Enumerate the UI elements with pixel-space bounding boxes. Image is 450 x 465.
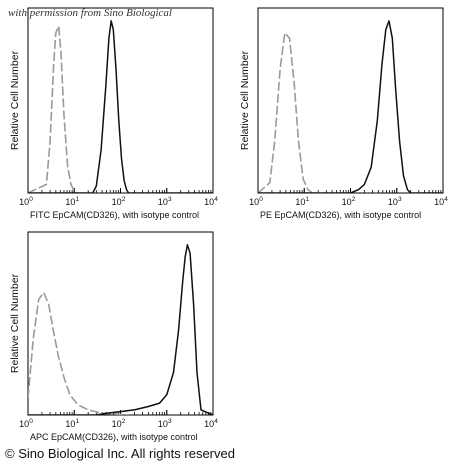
x-tick-base: 10 xyxy=(19,419,29,429)
x-axis-channel: APC xyxy=(30,432,51,442)
x-tick-base: 10 xyxy=(434,197,444,207)
x-tick-base: 10 xyxy=(65,197,75,207)
x-tick-label: 100 xyxy=(19,196,33,207)
x-tick-base: 10 xyxy=(65,419,75,429)
x-tick-exponent: 1 xyxy=(75,418,79,425)
x-tick-base: 10 xyxy=(249,197,259,207)
x-tick-label: 102 xyxy=(342,196,356,207)
x-tick-base: 10 xyxy=(158,419,168,429)
watermark-text: with permission from Sino Biological xyxy=(8,7,172,19)
x-tick-exponent: 4 xyxy=(214,196,218,203)
x-tick-exponent: 4 xyxy=(214,418,218,425)
x-tick-exponent: 2 xyxy=(122,196,126,203)
x-tick-label: 102 xyxy=(112,196,126,207)
x-tick-label: 100 xyxy=(19,418,33,429)
histogram-fitc: 100 101 102 103 104 Relative Cell Number FITC … xyxy=(0,0,225,225)
x-tick-exponent: 3 xyxy=(398,196,402,203)
x-tick-base: 10 xyxy=(342,197,352,207)
x-tick-exponent: 2 xyxy=(352,196,356,203)
x-tick-base: 10 xyxy=(19,197,29,207)
x-axis-label: FITC EpCAM(CD326), with isotype control xyxy=(30,210,199,220)
x-tick-exponent: 4 xyxy=(444,196,448,203)
x-tick-exponent: 2 xyxy=(122,418,126,425)
x-tick-label: 103 xyxy=(158,418,172,429)
histogram-apc: 100 101 102 103 104 Relative Cell Number APC E… xyxy=(0,0,225,445)
x-tick-label: 103 xyxy=(388,196,402,207)
x-tick-exponent: 0 xyxy=(29,418,33,425)
x-axis-channel: FITC xyxy=(30,210,53,220)
histogram-pe: 100 101 102 103 104 Relative Cell Number PE Ep… xyxy=(0,0,450,225)
x-axis-marker: EpCAM(CD326), with isotype control xyxy=(275,210,422,220)
x-axis-label: PE EpCAM(CD326), with isotype control xyxy=(260,210,421,220)
x-axis-marker: EpCAM(CD326), with isotype control xyxy=(51,432,198,442)
x-tick-label: 104 xyxy=(434,196,448,207)
y-axis-label: Relative Cell Number xyxy=(9,50,21,150)
x-tick-base: 10 xyxy=(112,197,122,207)
x-tick-label: 103 xyxy=(158,196,172,207)
x-tick-exponent: 3 xyxy=(168,418,172,425)
x-tick-base: 10 xyxy=(388,197,398,207)
sample-curve xyxy=(28,20,213,193)
x-tick-label: 102 xyxy=(112,418,126,429)
y-axis-label: Relative Cell Number xyxy=(9,273,21,373)
x-tick-exponent: 0 xyxy=(29,196,33,203)
x-tick-exponent: 0 xyxy=(259,196,263,203)
x-tick-label: 101 xyxy=(65,418,79,429)
sample-curve xyxy=(28,244,213,415)
x-tick-label: 100 xyxy=(249,196,263,207)
isotype-control-curve xyxy=(28,291,129,415)
x-tick-exponent: 1 xyxy=(75,196,79,203)
x-tick-exponent: 3 xyxy=(168,196,172,203)
x-tick-base: 10 xyxy=(112,419,122,429)
copyright-text: © Sino Biological Inc. All rights reserv… xyxy=(5,446,235,461)
x-axis-marker: EpCAM(CD326), with isotype control xyxy=(53,210,200,220)
sample-curve xyxy=(258,20,443,193)
x-axis-channel: PE xyxy=(260,210,275,220)
isotype-control-curve xyxy=(28,25,78,193)
x-tick-base: 10 xyxy=(204,197,214,207)
x-tick-label: 101 xyxy=(295,196,309,207)
plot-frame xyxy=(257,7,444,194)
x-tick-label: 101 xyxy=(65,196,79,207)
x-axis-label: APC EpCAM(CD326), with isotype control xyxy=(30,432,198,442)
y-axis-label: Relative Cell Number xyxy=(239,50,251,150)
x-tick-base: 10 xyxy=(158,197,168,207)
x-tick-base: 10 xyxy=(204,419,214,429)
x-tick-exponent: 1 xyxy=(305,196,309,203)
x-tick-label: 104 xyxy=(204,418,218,429)
x-tick-label: 104 xyxy=(204,196,218,207)
isotype-control-curve xyxy=(258,32,313,193)
x-tick-base: 10 xyxy=(295,197,305,207)
